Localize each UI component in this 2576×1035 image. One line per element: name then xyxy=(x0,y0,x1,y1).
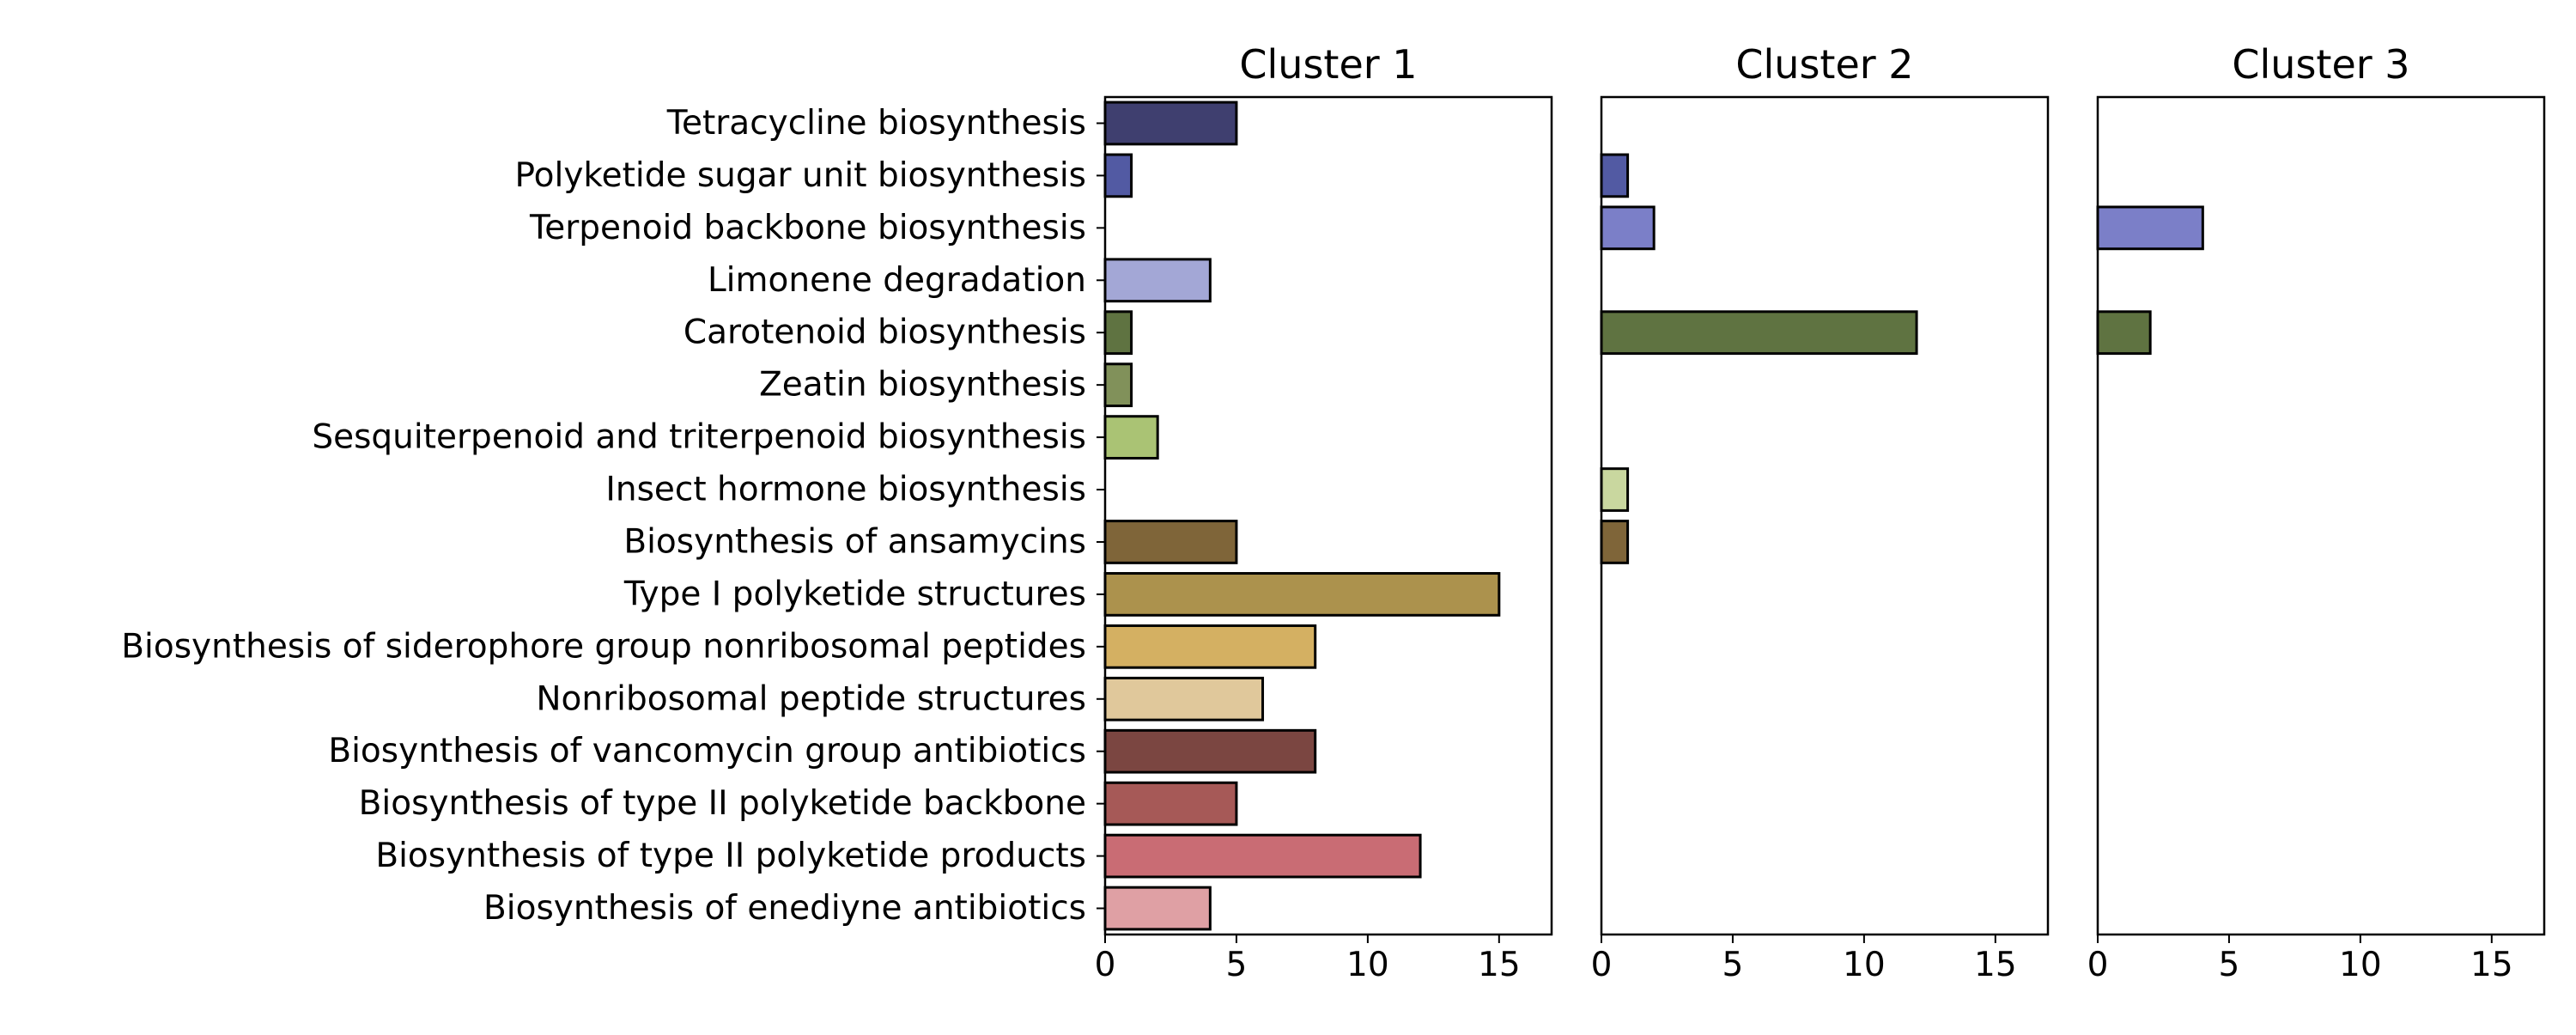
x-tick-label: 5 xyxy=(2219,946,2240,984)
bar xyxy=(2096,205,2204,251)
category-label: Biosynthesis of ansamycins xyxy=(623,522,1086,561)
bar xyxy=(1600,467,1630,512)
category-label: Biosynthesis of type II polyketide produ… xyxy=(375,837,1086,875)
category-label: Biosynthesis of vancomycin group antibio… xyxy=(328,732,1086,770)
bar xyxy=(1103,886,1212,931)
panel-title: Cluster 3 xyxy=(2232,41,2409,88)
category-label: Carotenoid biosynthesis xyxy=(683,314,1086,352)
bar xyxy=(1103,415,1159,460)
x-tick-label: 15 xyxy=(2470,946,2513,984)
category-label: Tetracycline biosynthesis xyxy=(666,104,1086,143)
x-tick-label: 0 xyxy=(1095,946,1116,984)
bar xyxy=(1103,362,1133,408)
panel-frame xyxy=(2096,95,2546,936)
bar xyxy=(1103,572,1501,617)
x-tick-label: 15 xyxy=(1974,946,2017,984)
chart-panels: Cluster 1 0 5 10 15 Cluster 2 0 5 10 15 Cluster 3 0… xyxy=(1095,41,2546,984)
bar xyxy=(1103,258,1212,303)
category-label: Terpenoid backbone biosynthesis xyxy=(529,209,1086,247)
bar xyxy=(1103,310,1133,356)
panel-cluster-1: Cluster 1 0 5 10 15 xyxy=(1095,41,1553,984)
x-tick-label: 5 xyxy=(1226,946,1248,984)
category-label: Nonribosomal peptide structures xyxy=(536,679,1086,718)
bar xyxy=(1103,728,1317,774)
bar xyxy=(1103,100,1238,146)
panel-frame xyxy=(1103,95,1553,936)
bar xyxy=(1103,520,1238,564)
category-label: Type I polyketide structures xyxy=(623,575,1086,613)
bar xyxy=(1103,153,1133,198)
bar xyxy=(1103,833,1422,879)
bar xyxy=(1600,205,1656,251)
bar xyxy=(1103,624,1317,669)
panel-cluster-3: Cluster 3 0 5 10 15 xyxy=(2087,41,2546,984)
panel-frame xyxy=(1600,95,2050,936)
x-tick-label: 15 xyxy=(1478,946,1521,984)
bar xyxy=(1600,520,1630,564)
bar xyxy=(1600,310,1918,356)
x-tick-label: 10 xyxy=(1843,946,1886,984)
category-label: Polyketide sugar unit biosynthesis xyxy=(515,156,1087,195)
bar xyxy=(1600,153,1630,198)
panel-title: Cluster 2 xyxy=(1735,41,1913,88)
category-labels: Tetracycline biosynthesis Polyketide suga… xyxy=(121,104,1105,928)
x-tick-label: 0 xyxy=(2087,946,2109,984)
bar xyxy=(1103,676,1265,721)
x-tick-label: 10 xyxy=(1346,946,1389,984)
x-tick-label: 10 xyxy=(2339,946,2382,984)
category-label: Zeatin biosynthesis xyxy=(759,366,1086,405)
category-label: Limonene degradation xyxy=(708,261,1086,300)
x-tick-label: 0 xyxy=(1591,946,1613,984)
category-label: Insect hormone biosynthesis xyxy=(605,471,1086,509)
bar xyxy=(1103,781,1238,826)
category-label: Biosynthesis of type II polyketide backb… xyxy=(359,784,1086,823)
panel-title: Cluster 1 xyxy=(1239,41,1417,88)
x-tick-label: 5 xyxy=(1722,946,1744,984)
category-label: Biosynthesis of siderophore group nonrib… xyxy=(121,627,1086,666)
panel-cluster-2: Cluster 2 0 5 10 15 xyxy=(1591,41,2050,984)
category-label: Biosynthesis of enediyne antibiotics xyxy=(483,889,1086,928)
bar xyxy=(2096,310,2152,356)
category-label: Sesquiterpenoid and triterpenoid biosynt… xyxy=(312,418,1086,457)
